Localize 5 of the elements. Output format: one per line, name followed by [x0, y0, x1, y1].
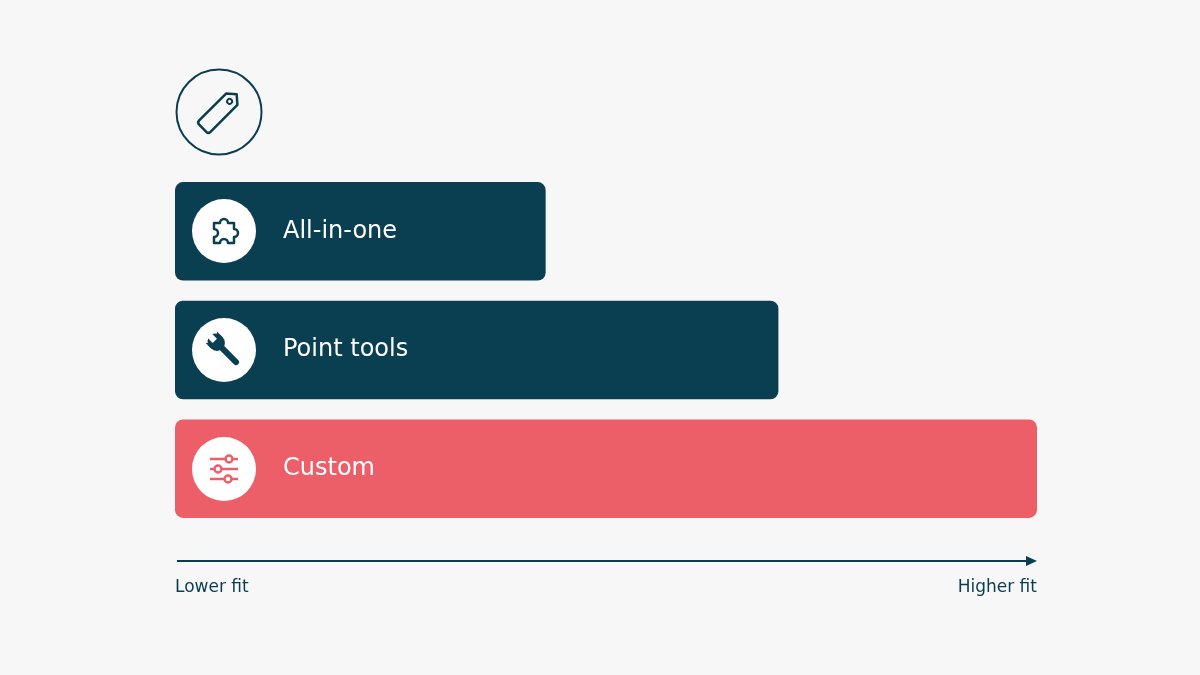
y-tick-label: Custom: [283, 452, 375, 481]
y-tick-label: Point tools: [283, 334, 409, 363]
text: Higher fit: [957, 576, 1037, 596]
y-tick-label: All-in-one: [283, 215, 398, 244]
text: Lower fit: [175, 576, 249, 596]
